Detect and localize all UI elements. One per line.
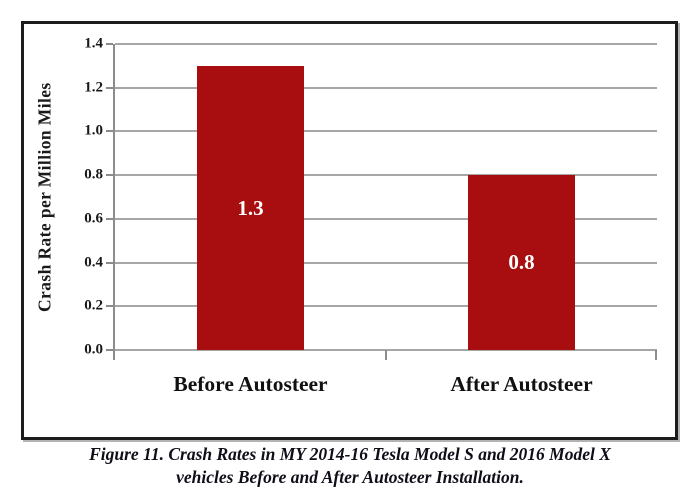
gridline: [115, 43, 657, 45]
x-category-label: Before Autosteer: [173, 372, 328, 396]
y-tick-label: 1.4: [84, 35, 103, 52]
x-axis-tick: [113, 350, 115, 360]
y-axis-tick: [106, 349, 113, 351]
bar-value-label: 1.3: [237, 195, 264, 220]
plot-area: 0.0 0.2 0.4 0.6 0.8 1.0 1.2 1.4 1.3 Before Autost…: [84, 36, 657, 396]
bar: 0.8: [468, 175, 575, 350]
y-tick-label: 0.4: [84, 254, 103, 271]
y-axis-tick: [106, 130, 113, 132]
y-axis-tick: [106, 43, 113, 45]
y-tick-label: 0.2: [84, 297, 103, 314]
figure-caption-line-1: Figure 11. Crash Rates in MY 2014-16 Tes…: [89, 444, 611, 464]
chart-frame: Crash Rate per Million Miles 0.0 0.2 0.4 0.…: [21, 21, 678, 440]
bar-value-label: 0.8: [508, 250, 535, 274]
bar: 1.3: [197, 66, 304, 350]
y-axis-tick: [106, 174, 113, 176]
y-axis-tick: [106, 305, 113, 307]
y-axis-tick: [106, 87, 113, 89]
figure-caption-line-2: vehicles Before and After Autosteer Inst…: [176, 467, 524, 487]
y-tick-label: 1.0: [84, 122, 103, 139]
gridline: [115, 262, 657, 264]
gridline: [115, 130, 657, 132]
y-axis-line: [113, 44, 115, 350]
gridline: [115, 174, 657, 176]
gridline: [115, 218, 657, 220]
gridline: [115, 305, 657, 307]
y-tick-label: 0.6: [84, 210, 103, 227]
y-axis-tick: [106, 262, 113, 264]
figure-caption: Figure 11. Crash Rates in MY 2014-16 Tes…: [0, 443, 700, 489]
x-axis-tick: [385, 350, 387, 360]
x-category-label: After Autosteer: [450, 372, 593, 396]
x-axis-tick: [655, 350, 657, 360]
y-tick-label: 1.2: [84, 79, 103, 96]
y-tick-label: 0.0: [84, 341, 103, 358]
y-axis-tick: [106, 218, 113, 220]
gridline: [115, 87, 657, 89]
y-tick-label: 0.8: [84, 166, 103, 183]
